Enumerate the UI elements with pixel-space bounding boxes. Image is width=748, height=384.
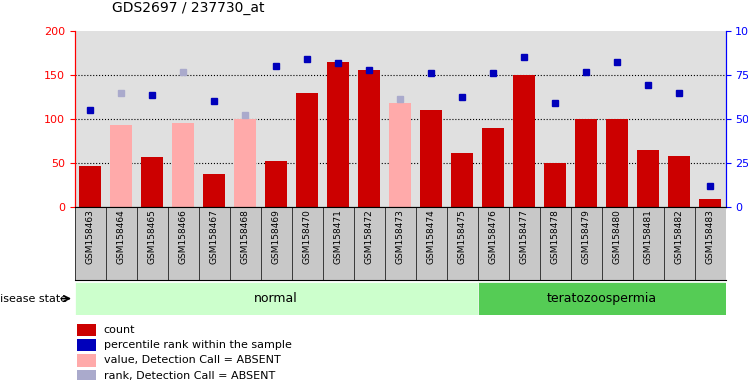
Text: GSM158472: GSM158472 <box>365 210 374 264</box>
Bar <box>77 339 96 351</box>
Bar <box>203 174 225 207</box>
Text: GSM158482: GSM158482 <box>675 210 684 264</box>
Bar <box>358 70 380 207</box>
Bar <box>111 125 132 207</box>
Text: GSM158475: GSM158475 <box>458 210 467 265</box>
Text: GSM158468: GSM158468 <box>241 210 250 265</box>
Text: GSM158464: GSM158464 <box>117 210 126 264</box>
Text: GSM158471: GSM158471 <box>334 210 343 265</box>
Bar <box>172 123 194 207</box>
Text: GSM158483: GSM158483 <box>705 210 714 265</box>
Text: teratozoospermia: teratozoospermia <box>547 292 657 305</box>
Bar <box>575 119 597 207</box>
Text: count: count <box>103 325 135 335</box>
Bar <box>478 282 726 315</box>
Bar <box>606 119 628 207</box>
Bar <box>77 324 96 336</box>
Bar <box>77 354 96 367</box>
Bar <box>77 370 96 382</box>
Text: GSM158476: GSM158476 <box>488 210 497 265</box>
Bar <box>513 75 535 207</box>
Text: GSM158480: GSM158480 <box>613 210 622 265</box>
Text: GSM158474: GSM158474 <box>426 210 435 264</box>
Text: GSM158479: GSM158479 <box>582 210 591 265</box>
Bar <box>75 282 478 315</box>
Text: GSM158465: GSM158465 <box>148 210 157 265</box>
Bar <box>389 103 411 207</box>
Bar <box>328 61 349 207</box>
Text: rank, Detection Call = ABSENT: rank, Detection Call = ABSENT <box>103 371 275 381</box>
Text: value, Detection Call = ABSENT: value, Detection Call = ABSENT <box>103 356 280 366</box>
Text: GSM158463: GSM158463 <box>86 210 95 265</box>
Text: GSM158467: GSM158467 <box>209 210 218 265</box>
Text: GSM158478: GSM158478 <box>551 210 560 265</box>
Bar <box>482 128 504 207</box>
Text: GSM158470: GSM158470 <box>303 210 312 265</box>
Bar <box>141 157 163 207</box>
Text: GDS2697 / 237730_at: GDS2697 / 237730_at <box>112 2 265 15</box>
Bar <box>668 156 690 207</box>
Bar <box>234 119 256 207</box>
Text: GSM158469: GSM158469 <box>272 210 280 265</box>
Bar <box>266 161 287 207</box>
Bar <box>296 93 318 207</box>
Text: disease state: disease state <box>0 293 67 304</box>
Bar <box>637 150 659 207</box>
Text: GSM158477: GSM158477 <box>520 210 529 265</box>
Text: GSM158481: GSM158481 <box>643 210 652 265</box>
Text: GSM158473: GSM158473 <box>396 210 405 265</box>
Bar <box>545 163 566 207</box>
Text: normal: normal <box>254 292 298 305</box>
Bar <box>451 152 473 207</box>
Text: GSM158466: GSM158466 <box>179 210 188 265</box>
Bar <box>699 199 721 207</box>
Bar <box>79 166 101 207</box>
Text: percentile rank within the sample: percentile rank within the sample <box>103 340 292 350</box>
Bar <box>420 110 442 207</box>
